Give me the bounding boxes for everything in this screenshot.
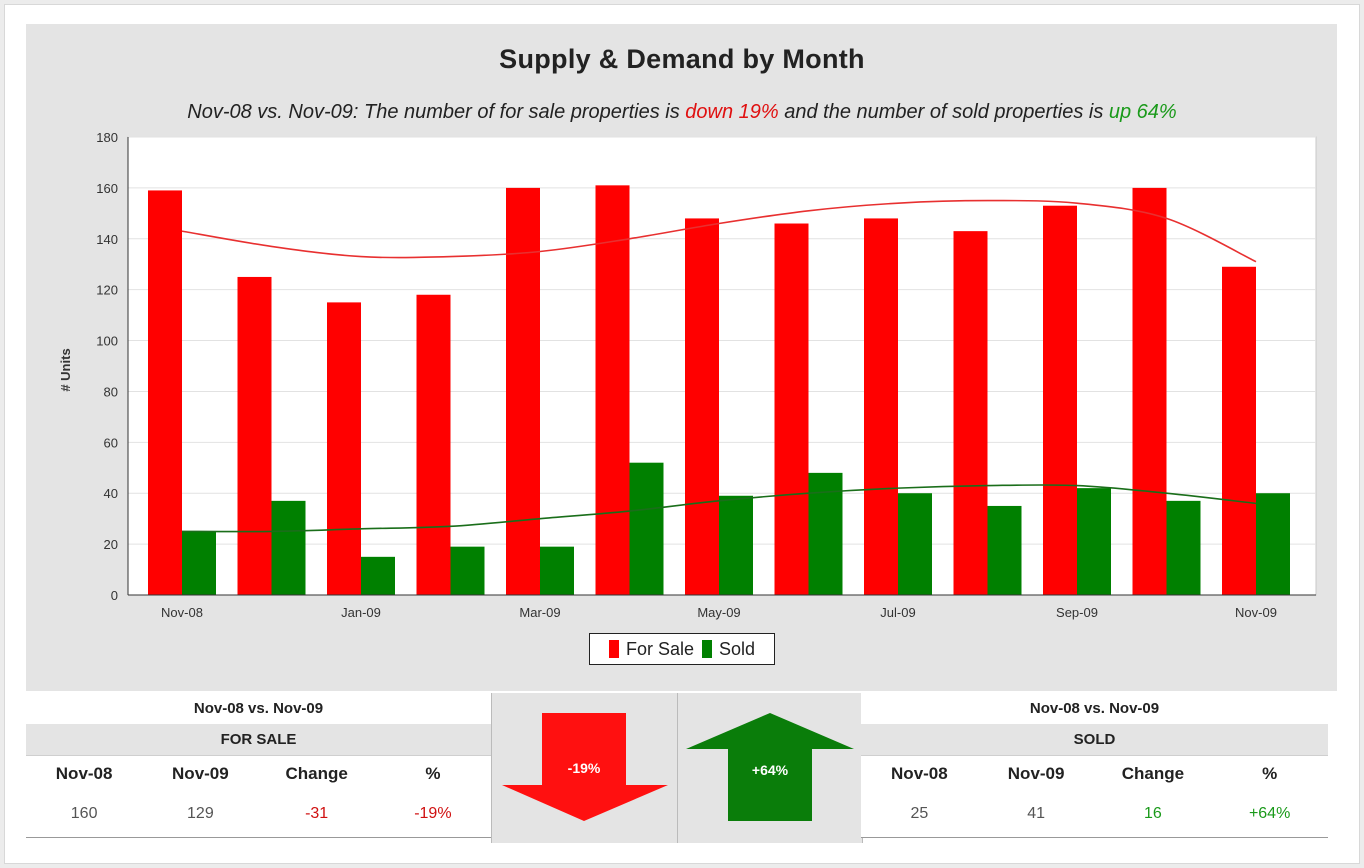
sold-section: SOLD (861, 724, 1328, 755)
x-tick-label: Jan-09 (341, 605, 381, 620)
bar-sold (1256, 493, 1290, 595)
bar-sold (540, 546, 574, 595)
x-tick-label: Nov-08 (161, 605, 203, 620)
x-tick-labels: Nov-08 Jan-09 Mar-09 May-09 Jul-09 Sep-09 Nov-… (161, 605, 1277, 620)
x-tick-label: Jul-09 (880, 605, 915, 620)
up-arrow-label: +64% (752, 762, 789, 778)
legend-label-for-sale: For Sale (625, 638, 694, 659)
bar-for-sale (595, 185, 630, 595)
cell-value: 129 (187, 805, 214, 822)
sold-values-row: 25 41 16 +64% (861, 791, 1328, 838)
subtitle-up-text: up 64% (1108, 101, 1177, 123)
y-tick-labels: 0 20 40 60 80 100 120 140 160 180 (96, 130, 118, 603)
column-header: % (1262, 764, 1278, 783)
bar-sold (1166, 500, 1201, 595)
up-arrow-panel: +64% (677, 693, 863, 843)
bar-for-sale (953, 231, 988, 595)
bar-for-sale (1132, 187, 1167, 595)
trendlines (181, 199, 1257, 533)
up-arrow-shape (686, 713, 854, 821)
y-tick-label: 140 (96, 232, 118, 247)
bar-for-sale (864, 218, 898, 595)
subtitle-down-text: down 19% (685, 101, 779, 123)
x-tick-label: May-09 (697, 605, 740, 620)
bar-sold (361, 556, 395, 595)
down-arrow-label: -19% (568, 760, 601, 776)
column-header: Change (1121, 764, 1185, 783)
y-tick-label: 0 (111, 588, 118, 603)
down-arrow-shape (502, 713, 668, 821)
sold-table: Nov-08 vs. Nov-09 SOLD Nov-08 Nov-09 Cha… (861, 693, 1328, 838)
up-arrow-icon: +64% (686, 713, 854, 821)
column-header: Change (285, 764, 348, 783)
column-header: Nov-08 (55, 764, 113, 783)
sold-heading: Nov-08 vs. Nov-09 (861, 693, 1328, 724)
legend-item-for-sale: For Sale (608, 638, 694, 660)
bar-for-sale (237, 276, 272, 595)
sold-column-headers: Nov-08 Nov-09 Change % (861, 755, 1328, 793)
bar-sold (450, 546, 485, 595)
bar-for-sale (685, 218, 719, 595)
cell-percent: +64% (1248, 805, 1291, 822)
legend-item-sold: Sold (702, 639, 755, 660)
bar-sold (987, 505, 1022, 595)
bar-for-sale (148, 190, 182, 595)
y-tick-label: 60 (104, 435, 118, 450)
y-tick-label: 120 (96, 283, 118, 298)
legend-label-sold: Sold (719, 638, 756, 659)
bar-for-sale (506, 187, 540, 595)
legend-swatch-sold (702, 640, 712, 658)
cell-percent: -19% (414, 805, 452, 822)
column-header: Nov-09 (1007, 764, 1065, 783)
x-tick-label: Nov-09 (1235, 605, 1277, 620)
bar-sold (182, 531, 216, 595)
y-tick-label: 180 (96, 130, 118, 145)
y-tick-label: 100 (96, 334, 118, 349)
bar-for-sale (1043, 205, 1077, 595)
down-arrow-icon: -19% (502, 713, 668, 821)
cell-value: 25 (910, 805, 929, 822)
bar-sold (898, 493, 932, 595)
bar-for-sale (327, 302, 361, 595)
bar-sold (629, 462, 664, 595)
for-sale-column-headers: Nov-08 Nov-09 Change % (26, 755, 491, 793)
trendline (181, 199, 1257, 263)
column-header: Nov-09 (172, 764, 229, 783)
x-tick-label: Sep-09 (1056, 605, 1098, 620)
y-tick-label: 40 (104, 486, 118, 501)
chart-subtitle: Nov-08 vs. Nov-09: The number of for sal… (0, 101, 1364, 124)
bar-for-sale (774, 223, 809, 595)
for-sale-section: FOR SALE (26, 724, 491, 755)
bar-sold (1077, 488, 1111, 595)
column-header: % (425, 764, 441, 783)
legend-swatch-for-sale (608, 640, 619, 658)
for-sale-table: Nov-08 vs. Nov-09 FOR SALE Nov-08 Nov-09… (26, 693, 491, 838)
subtitle-middle: and the number of sold properties is (778, 101, 1109, 123)
chart-title: Supply & Demand by Month (499, 44, 865, 74)
y-tick-label: 160 (96, 181, 118, 196)
for-sale-values-row: 160 129 -31 -19% (26, 791, 491, 838)
for-sale-heading: Nov-08 vs. Nov-09 (26, 693, 491, 724)
cell-change: 16 (1143, 805, 1162, 822)
y-tick-label: 20 (104, 537, 118, 552)
trendline (181, 484, 1257, 533)
bar-sold (271, 500, 306, 595)
y-axis-label: # Units (58, 348, 73, 391)
bar-sold (719, 495, 753, 595)
cell-change: -31 (305, 805, 329, 822)
cell-value: 41 (1027, 805, 1046, 822)
bars (148, 185, 1290, 595)
down-arrow-panel: -19% (491, 693, 679, 843)
column-header: Nov-08 (891, 764, 948, 783)
cell-value: 160 (70, 805, 98, 822)
subtitle-prefix: Nov-08 vs. Nov-09: The number of for sal… (187, 101, 686, 123)
x-tick-label: Mar-09 (519, 605, 560, 620)
bar-for-sale (416, 294, 451, 595)
bar-for-sale (1222, 266, 1256, 595)
y-tick-label: 80 (104, 384, 118, 399)
chart-legend: For Sale Sold (589, 633, 775, 665)
